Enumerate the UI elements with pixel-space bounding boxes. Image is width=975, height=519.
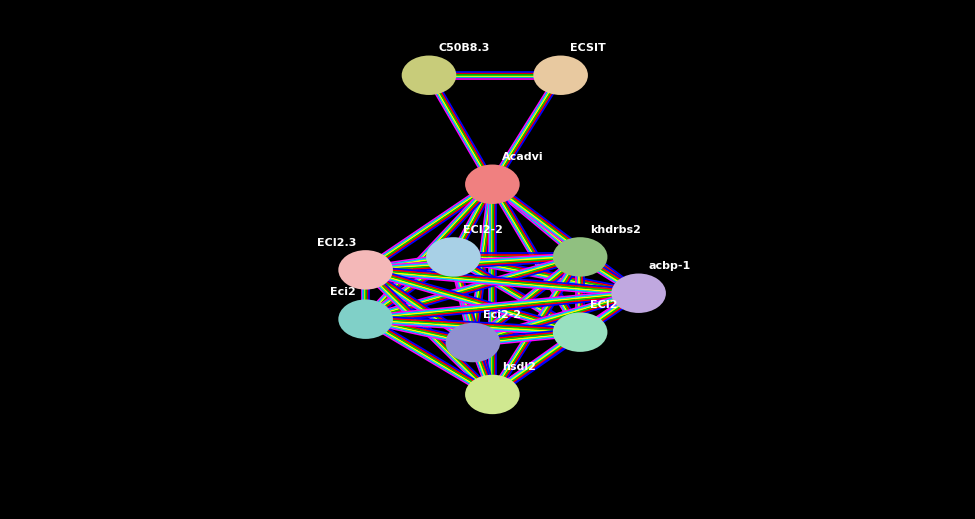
Ellipse shape [446, 323, 500, 362]
Ellipse shape [402, 56, 456, 95]
Text: ECI2: ECI2 [590, 300, 617, 310]
Text: Eci2: Eci2 [331, 287, 356, 297]
Text: khdrbs2: khdrbs2 [590, 225, 641, 235]
Ellipse shape [426, 237, 481, 277]
Text: Eci2-2: Eci2-2 [483, 310, 521, 320]
Text: ECI2.3: ECI2.3 [317, 238, 356, 248]
Ellipse shape [338, 299, 393, 339]
Ellipse shape [465, 375, 520, 414]
Ellipse shape [553, 237, 607, 277]
Text: C50B8.3: C50B8.3 [439, 43, 490, 53]
Ellipse shape [553, 312, 607, 352]
Text: ECI2-2: ECI2-2 [463, 225, 503, 235]
Ellipse shape [465, 165, 520, 204]
Text: acbp-1: acbp-1 [648, 261, 690, 271]
Text: hsdl2: hsdl2 [502, 362, 536, 372]
Text: Acadvi: Acadvi [502, 152, 544, 162]
Ellipse shape [611, 274, 666, 313]
Text: ECSIT: ECSIT [570, 43, 606, 53]
Ellipse shape [533, 56, 588, 95]
Ellipse shape [338, 250, 393, 290]
